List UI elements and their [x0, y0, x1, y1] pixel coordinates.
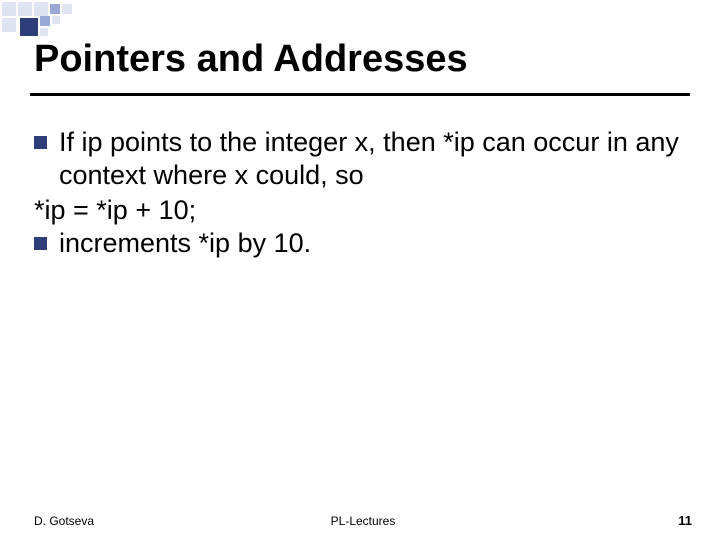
slide-title: Pointers and Addresses — [34, 38, 692, 91]
slide-body: If ip points to the integer x, then *ip … — [34, 126, 692, 260]
bullet-line-1: If ip points to the integer x, then *ip … — [34, 126, 692, 192]
footer-title: PL-Lectures — [34, 514, 692, 528]
body-text-1: If ip points to the integer x, then *ip … — [59, 126, 692, 192]
deco-square — [40, 16, 50, 26]
deco-square — [2, 2, 16, 16]
deco-square — [52, 16, 60, 24]
body-text-2: *ip = *ip + 10; — [34, 194, 692, 227]
square-bullet-icon — [34, 237, 47, 250]
slide-content: Pointers and Addresses If ip points to t… — [34, 38, 692, 516]
deco-square — [20, 18, 38, 36]
slide-footer: D. Gotseva PL-Lectures 11 — [34, 513, 692, 528]
footer-page-number: 11 — [678, 513, 692, 528]
bullet-line-3: increments *ip by 10. — [34, 227, 692, 260]
footer-author: D. Gotseva — [34, 514, 94, 528]
deco-square — [34, 2, 48, 16]
deco-square — [50, 4, 60, 14]
body-text-3: increments *ip by 10. — [59, 227, 311, 260]
deco-square — [62, 4, 72, 14]
corner-decoration — [0, 0, 140, 36]
deco-square — [18, 2, 32, 16]
deco-square — [2, 18, 16, 32]
title-underline — [30, 93, 690, 96]
deco-square — [40, 28, 48, 36]
square-bullet-icon — [34, 136, 47, 149]
